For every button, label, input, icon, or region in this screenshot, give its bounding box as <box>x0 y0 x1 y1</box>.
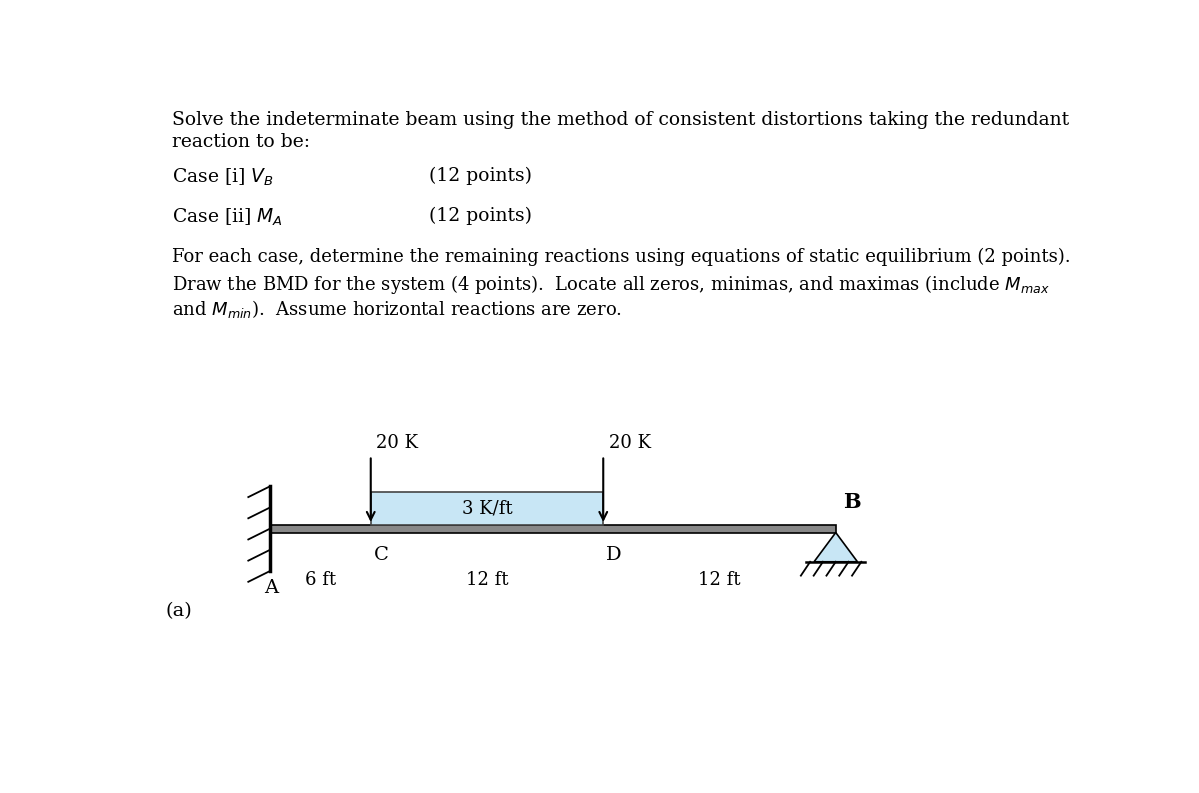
Text: 12 ft: 12 ft <box>465 571 508 589</box>
Bar <box>270 525 836 533</box>
Text: (a): (a) <box>165 602 192 620</box>
Text: D: D <box>607 546 622 564</box>
Text: Draw the BMD for the system (4 points).  Locate all zeros, minimas, and maximas : Draw the BMD for the system (4 points). … <box>171 273 1049 296</box>
Text: (12 points): (12 points) <box>429 207 532 225</box>
Text: 12 ft: 12 ft <box>698 571 741 589</box>
Text: B: B <box>844 492 861 511</box>
Text: and $M_{min}$).  Assume horizontal reactions are zero.: and $M_{min}$). Assume horizontal reacti… <box>171 297 621 320</box>
Text: For each case, determine the remaining reactions using equations of static equil: For each case, determine the remaining r… <box>171 247 1071 266</box>
Text: (12 points): (12 points) <box>429 167 532 185</box>
Text: Solve the indeterminate beam using the method of consistent distortions taking t: Solve the indeterminate beam using the m… <box>171 111 1068 129</box>
Text: 20 K: 20 K <box>376 435 418 453</box>
Text: A: A <box>265 579 278 596</box>
Text: Case [i] $V_B$: Case [i] $V_B$ <box>171 167 273 188</box>
Text: 6 ft: 6 ft <box>305 571 336 589</box>
Text: reaction to be:: reaction to be: <box>171 133 309 151</box>
Polygon shape <box>814 533 857 561</box>
Text: 3 K/ft: 3 K/ft <box>462 500 512 518</box>
Bar <box>370 492 603 525</box>
Text: 20 K: 20 K <box>609 435 651 453</box>
Text: C: C <box>374 546 388 564</box>
Text: Case [ii] $M_A$: Case [ii] $M_A$ <box>171 207 283 228</box>
